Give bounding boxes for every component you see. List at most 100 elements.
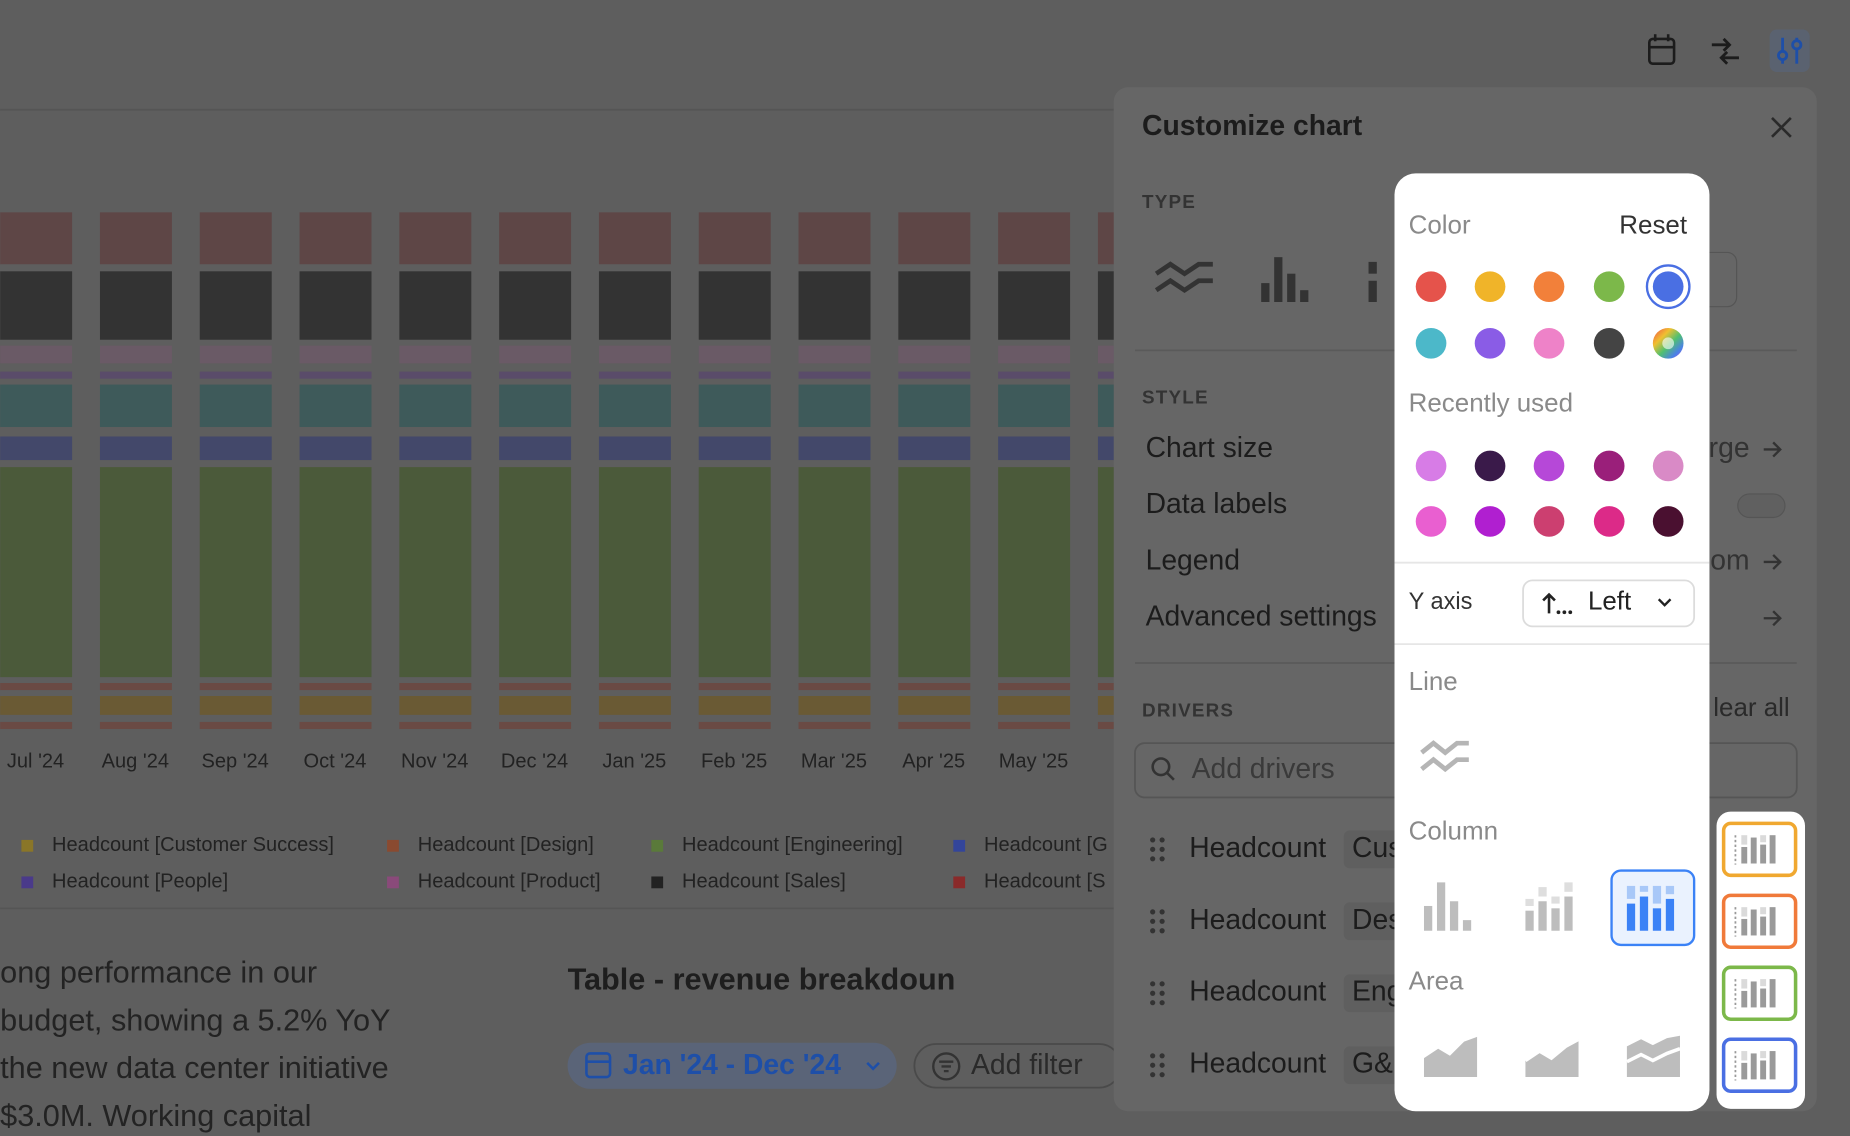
driver-name: Headcount (1189, 831, 1326, 863)
y-axis-value[interactable]: Left (1588, 588, 1632, 616)
bar-segment (299, 436, 372, 461)
bar-segment (199, 721, 272, 730)
bar-segment (399, 436, 472, 461)
reset-button[interactable]: Reset (1619, 211, 1688, 239)
recent-swatch[interactable] (1474, 450, 1506, 482)
bar-segment (898, 212, 971, 265)
color-swatch[interactable] (1415, 271, 1447, 302)
series-button[interactable] (1721, 965, 1798, 1021)
series-button[interactable] (1721, 821, 1798, 878)
bar-segment (998, 467, 1071, 678)
series-button[interactable] (1721, 1037, 1798, 1093)
style-label[interactable]: Advanced settings (1146, 600, 1377, 632)
column-heading: Column (1409, 818, 1498, 846)
calendar-icon[interactable] (1648, 34, 1676, 65)
series-icon-cap (1760, 907, 1767, 915)
bar-segment (99, 436, 172, 461)
legend-label: Headcount [Sales] (682, 871, 846, 893)
recent-swatch[interactable] (1474, 506, 1506, 537)
bar-segment (299, 271, 372, 340)
bar-segment (998, 384, 1071, 428)
bar-segment (199, 212, 272, 265)
series-button[interactable] (1721, 893, 1798, 950)
stacked-style-icon[interactable] (1525, 882, 1573, 931)
color-swatch[interactable] (1593, 271, 1625, 302)
close-icon[interactable] (1771, 117, 1792, 138)
month-label: Feb '25 (701, 750, 767, 772)
color-swatch[interactable] (1474, 327, 1506, 359)
line-style-icon[interactable] (1420, 740, 1469, 773)
recent-swatch[interactable] (1415, 450, 1447, 482)
recent-swatch[interactable] (1652, 506, 1684, 537)
y-axis-chevron (1657, 598, 1672, 607)
search-icon (1151, 757, 1175, 781)
date-range[interactable]: Jan '24 - Dec '24 (623, 1048, 841, 1080)
drag-dot (1159, 918, 1165, 924)
line-heading: Line (1409, 668, 1458, 696)
drag-dot (1150, 990, 1156, 996)
area-heading: Area (1409, 968, 1464, 996)
style-value[interactable]: om (1710, 543, 1749, 575)
series-icon-bar (1760, 844, 1767, 864)
bar-segment (898, 371, 971, 379)
compare-icon[interactable] (1711, 37, 1739, 65)
full-area-style-icon[interactable] (1626, 1035, 1680, 1078)
add-filter[interactable]: Add filter (971, 1048, 1083, 1080)
y-axis-dropdown[interactable] (1522, 579, 1696, 628)
bar-segment (399, 345, 472, 364)
search-placeholder[interactable]: Add drivers (1192, 752, 1335, 784)
panel-title: Customize chart (1142, 109, 1363, 141)
recent-swatch[interactable] (1415, 506, 1447, 537)
color-swatch[interactable] (1533, 271, 1565, 302)
series-icon-cap (1760, 835, 1767, 843)
type-column-icon[interactable] (1261, 257, 1309, 302)
bar-segment (299, 371, 372, 379)
settings-icon[interactable] (1777, 37, 1803, 64)
selected-column-style[interactable] (1610, 869, 1696, 947)
color-swatch[interactable] (1533, 327, 1565, 359)
bar-segment (0, 436, 73, 461)
drag-dot (1150, 1000, 1156, 1006)
bar-segment (99, 384, 172, 428)
drag-dot (1159, 928, 1165, 934)
series-icon-bar (1769, 979, 1776, 1008)
style-value[interactable]: rge (1709, 431, 1750, 463)
style-label[interactable]: Data labels (1146, 487, 1288, 519)
drag-dot (1150, 1072, 1156, 1078)
type-stacked-icon[interactable] (1368, 261, 1377, 302)
driver-name: Headcount (1189, 975, 1326, 1007)
bar-segment (998, 371, 1071, 379)
bar-segment (499, 345, 572, 364)
date-pill[interactable] (567, 1042, 897, 1089)
bar-segment (798, 683, 871, 691)
series-icon-cap (1760, 1051, 1767, 1059)
column-style-icon[interactable] (1423, 882, 1472, 931)
color-swatch[interactable] (1474, 271, 1506, 302)
bar-segment (99, 695, 172, 715)
bar-segment (898, 345, 971, 364)
color-swatch[interactable] (1652, 271, 1684, 302)
series-icon-bar (1750, 1053, 1757, 1080)
drag-dot (1159, 1000, 1165, 1006)
color-swatch[interactable] (1415, 327, 1447, 359)
recent-swatch[interactable] (1533, 506, 1565, 537)
toggle[interactable] (1737, 493, 1786, 519)
recent-swatch[interactable] (1593, 506, 1625, 537)
legend-swatch (651, 839, 664, 852)
clear-all[interactable]: lear all (1713, 694, 1789, 722)
style-label[interactable]: Chart size (1146, 431, 1273, 463)
bar-segment (698, 695, 771, 715)
recent-swatch[interactable] (1593, 450, 1625, 482)
bar-segment (598, 271, 671, 340)
type-line-icon[interactable] (1154, 261, 1213, 294)
bar-segment (698, 467, 771, 678)
recent-swatch[interactable] (1533, 450, 1565, 482)
style-label[interactable]: Legend (1146, 543, 1240, 575)
bar-segment (898, 271, 971, 340)
bar-segment (598, 384, 671, 428)
recent-swatch[interactable] (1652, 450, 1684, 482)
bar-segment (499, 212, 572, 265)
area-style-icon[interactable] (1423, 1036, 1478, 1078)
color-swatch[interactable] (1593, 327, 1625, 359)
